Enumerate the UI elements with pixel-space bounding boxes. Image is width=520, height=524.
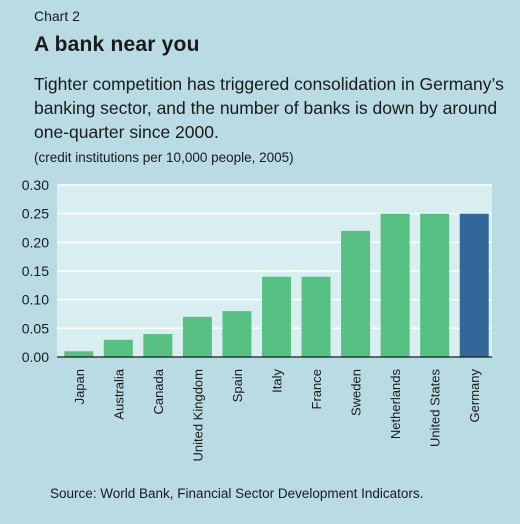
x-tick-label: Netherlands — [388, 369, 403, 440]
y-tick-label: 0.10 — [22, 292, 49, 308]
bar-sweden — [341, 230, 371, 357]
bar-united-states — [420, 213, 450, 357]
chart-note: (credit institutions per 10,000 people, … — [34, 150, 294, 165]
x-tick-label: Australia — [111, 368, 126, 419]
x-tick-label: Germany — [467, 369, 482, 423]
bar-france — [301, 276, 331, 357]
bar-spain — [222, 311, 252, 357]
x-tick-label: Spain — [230, 369, 245, 402]
bar-japan — [64, 351, 94, 357]
y-tick-label: 0.00 — [22, 349, 49, 365]
x-tick-label: France — [309, 369, 324, 409]
chart-title: A bank near you — [34, 33, 200, 56]
y-tick-label: 0.25 — [22, 206, 49, 222]
y-tick-label: 0.05 — [22, 320, 49, 336]
y-tick-label: 0.15 — [22, 263, 49, 279]
x-tick-label: Japan — [72, 369, 87, 404]
bar-canada — [143, 334, 173, 357]
source-note: Source: World Bank, Financial Sector Dev… — [50, 486, 424, 501]
bar-germany — [459, 213, 489, 357]
y-tick-label: 0.30 — [22, 177, 49, 193]
x-tick-label: Canada — [151, 368, 166, 414]
chart-number: Chart 2 — [34, 8, 80, 24]
bar-italy — [262, 276, 291, 357]
bar-australia — [103, 339, 133, 357]
chart-subtitle: Tighter competition has triggered consol… — [34, 74, 504, 142]
y-tick-label: 0.20 — [22, 234, 49, 250]
x-tick-label: United Kingdom — [190, 369, 205, 462]
x-tick-label: United States — [428, 369, 443, 448]
x-tick-label: Italy — [270, 369, 285, 393]
bar-united-kingdom — [182, 316, 212, 357]
x-tick-label: Sweden — [349, 369, 364, 416]
bar-netherlands — [380, 213, 410, 357]
